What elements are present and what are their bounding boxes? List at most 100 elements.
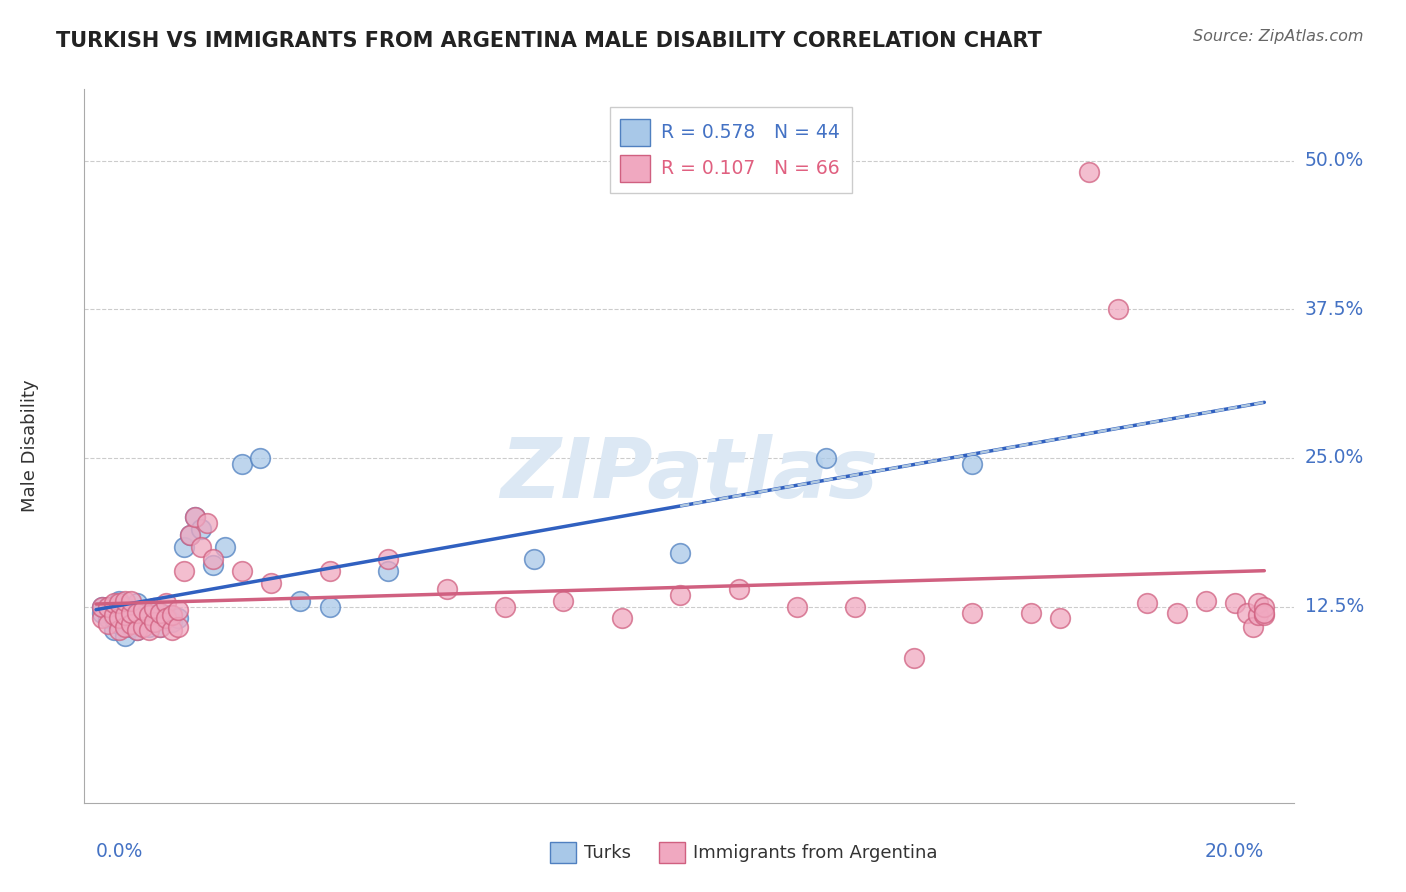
Point bbox=[143, 615, 166, 629]
Point bbox=[377, 552, 399, 566]
Point bbox=[114, 607, 136, 622]
Point bbox=[103, 611, 125, 625]
Point bbox=[201, 558, 224, 572]
Text: N = 66: N = 66 bbox=[773, 159, 839, 178]
Point bbox=[815, 450, 838, 465]
Point bbox=[166, 611, 188, 625]
Point bbox=[1241, 620, 1264, 634]
Point bbox=[108, 593, 131, 607]
Point bbox=[97, 599, 120, 614]
Point bbox=[125, 611, 148, 625]
Point bbox=[1019, 606, 1042, 620]
Text: N = 44: N = 44 bbox=[773, 123, 839, 142]
Point bbox=[125, 606, 148, 620]
Point bbox=[1253, 607, 1275, 622]
Point bbox=[249, 450, 271, 465]
Point bbox=[108, 596, 131, 610]
Point bbox=[120, 617, 142, 632]
Point bbox=[108, 606, 131, 620]
Point bbox=[1078, 165, 1101, 179]
Point bbox=[138, 620, 160, 634]
Text: Turks: Turks bbox=[583, 844, 631, 862]
Point bbox=[97, 599, 120, 614]
Point bbox=[523, 552, 546, 566]
Point bbox=[125, 596, 148, 610]
Point bbox=[260, 575, 283, 590]
Point bbox=[553, 593, 575, 607]
Point bbox=[173, 564, 195, 578]
Point bbox=[149, 606, 172, 620]
Point bbox=[166, 603, 188, 617]
Point bbox=[143, 615, 166, 629]
Point bbox=[114, 599, 136, 614]
Point bbox=[1253, 606, 1275, 620]
Point bbox=[132, 617, 155, 632]
Point bbox=[114, 593, 136, 607]
Point bbox=[1195, 593, 1218, 607]
Point bbox=[97, 611, 120, 625]
Point bbox=[494, 599, 516, 614]
Text: Immigrants from Argentina: Immigrants from Argentina bbox=[693, 844, 936, 862]
Point bbox=[1107, 302, 1129, 317]
Point bbox=[960, 606, 983, 620]
Point bbox=[195, 516, 218, 531]
Text: Source: ZipAtlas.com: Source: ZipAtlas.com bbox=[1194, 29, 1364, 44]
Point bbox=[1049, 611, 1071, 625]
Point bbox=[132, 603, 155, 617]
Point bbox=[120, 606, 142, 620]
Point bbox=[1247, 607, 1270, 622]
Text: 20.0%: 20.0% bbox=[1205, 842, 1264, 861]
Text: Male Disability: Male Disability bbox=[21, 380, 39, 512]
Point bbox=[190, 522, 212, 536]
Point bbox=[114, 620, 136, 634]
FancyBboxPatch shape bbox=[550, 842, 576, 863]
Point bbox=[179, 528, 201, 542]
Point bbox=[231, 457, 253, 471]
Point bbox=[90, 606, 112, 620]
Point bbox=[669, 546, 692, 560]
Point bbox=[318, 599, 340, 614]
Point bbox=[377, 564, 399, 578]
Point bbox=[173, 540, 195, 554]
Point bbox=[201, 552, 224, 566]
Point bbox=[160, 615, 183, 629]
Point bbox=[1236, 606, 1258, 620]
Point bbox=[155, 596, 177, 610]
Point bbox=[669, 588, 692, 602]
Point bbox=[97, 617, 120, 632]
Text: 25.0%: 25.0% bbox=[1305, 449, 1364, 467]
Point bbox=[149, 606, 172, 620]
Point bbox=[120, 620, 142, 634]
Point bbox=[318, 564, 340, 578]
FancyBboxPatch shape bbox=[659, 842, 685, 863]
FancyBboxPatch shape bbox=[620, 120, 650, 146]
Point bbox=[155, 611, 177, 625]
Point bbox=[108, 611, 131, 625]
Point bbox=[103, 599, 125, 614]
Point bbox=[138, 607, 160, 622]
Text: 12.5%: 12.5% bbox=[1305, 597, 1364, 616]
Point bbox=[610, 611, 633, 625]
Point bbox=[149, 620, 172, 634]
Point bbox=[179, 528, 201, 542]
Point bbox=[120, 593, 142, 607]
Point bbox=[786, 599, 808, 614]
Point bbox=[114, 611, 136, 625]
Point bbox=[103, 596, 125, 610]
Point bbox=[155, 607, 177, 622]
Point bbox=[138, 624, 160, 638]
Point bbox=[727, 582, 749, 596]
Text: R = 0.578: R = 0.578 bbox=[661, 123, 755, 142]
Point bbox=[214, 540, 236, 554]
Point bbox=[960, 457, 983, 471]
Point bbox=[108, 624, 131, 638]
Point bbox=[103, 607, 125, 622]
Text: 37.5%: 37.5% bbox=[1305, 300, 1364, 318]
Point bbox=[125, 624, 148, 638]
Point bbox=[108, 617, 131, 632]
Point bbox=[114, 629, 136, 643]
Point bbox=[138, 607, 160, 622]
Point bbox=[1166, 606, 1188, 620]
FancyBboxPatch shape bbox=[610, 107, 852, 193]
FancyBboxPatch shape bbox=[620, 155, 650, 182]
